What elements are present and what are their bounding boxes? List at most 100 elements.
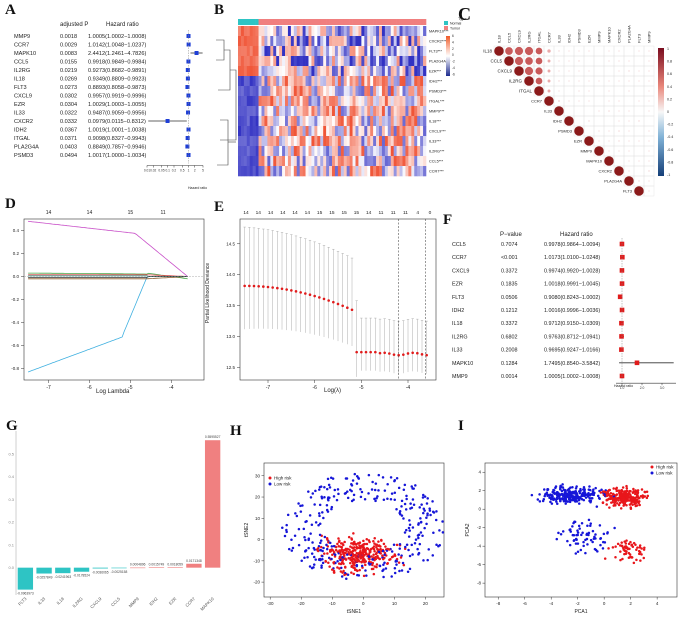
b-heatmap-cell — [370, 96, 374, 107]
b-heatmap-cell — [267, 46, 271, 57]
b-heatmap-cell — [381, 46, 386, 57]
b-heatmap-cell — [411, 166, 415, 177]
b-heatmap-cell — [396, 46, 400, 57]
h-point-low-risk — [386, 482, 389, 486]
b-heatmap-cell — [290, 156, 295, 167]
h-point-low-risk — [403, 483, 407, 487]
c-correlation-circle — [568, 70, 570, 72]
h-point-low-risk — [285, 523, 288, 527]
b-heatmap-cell — [311, 116, 315, 127]
b-heatmap-cell — [243, 146, 248, 157]
h-point-high-risk — [364, 563, 367, 567]
i-point-high-risk — [643, 490, 647, 494]
b-heatmap-cell — [370, 86, 374, 97]
h-point-high-risk — [358, 541, 362, 544]
h-point-high-risk — [361, 556, 365, 560]
b-heatmap-cell — [252, 36, 256, 47]
b-gene-label: ITGAL*** — [429, 100, 445, 104]
b-heatmap-cell — [323, 96, 327, 107]
b-heatmap-cell — [367, 166, 371, 177]
e-mean-point — [402, 353, 405, 356]
b-heatmap-cell — [373, 56, 377, 67]
h-point-low-risk — [331, 477, 335, 480]
g-category-label: CCR7 — [184, 596, 196, 608]
g-y-tick-label: 0.1 — [8, 542, 14, 547]
h-point-high-risk — [353, 540, 356, 544]
c-correlation-circle — [547, 69, 551, 73]
h-point-low-risk — [344, 491, 347, 495]
b-heatmap-cell — [381, 126, 386, 137]
b-heatmap-cell — [311, 26, 315, 37]
b-heatmap-cell — [246, 146, 251, 157]
b-heatmap-cell — [332, 46, 336, 57]
h-point-low-risk — [307, 490, 310, 493]
e-mean-point — [425, 353, 428, 357]
b-heatmap-cell — [273, 106, 277, 117]
b-heatmap-cell — [270, 86, 274, 97]
b-type-annotation-cell — [384, 19, 389, 25]
b-heatmap-cell — [305, 36, 309, 47]
b-heatmap-cell — [396, 116, 400, 127]
b-heatmap-cell — [240, 136, 245, 147]
b-type-annotation-cell — [273, 19, 277, 25]
h-point-low-risk — [335, 498, 339, 502]
i-point-high-risk — [617, 499, 620, 502]
b-heatmap-cell — [243, 116, 248, 127]
b-heatmap-cell — [276, 26, 280, 37]
b-heatmap-cell — [238, 46, 242, 57]
h-point-high-risk — [334, 548, 338, 552]
c-correlation-circle — [648, 110, 650, 112]
i-point-high-risk — [633, 496, 637, 500]
c-correlation-svg: IL18 CCL5 CXCL9 IL2RG ITGAL CCR7 IL33 IDH2 PSMD3… — [483, 25, 673, 197]
c-scale-tick: -0.2 — [667, 123, 673, 127]
b-heatmap-cell — [340, 36, 345, 47]
b-gene-label: CCL5*** — [429, 160, 444, 164]
i-point-high-risk — [638, 500, 641, 503]
b-heatmap-cell — [270, 146, 274, 157]
b-heatmap-cell — [390, 56, 394, 67]
i-point-low-risk — [564, 502, 567, 505]
d-y-tick-label: -0.8 — [11, 366, 19, 371]
h-point-low-risk — [309, 532, 312, 535]
f-hr-text: 0.9695(0.9247−1.0166) — [544, 348, 600, 354]
i-point-high-risk — [623, 549, 626, 552]
h-point-low-risk — [311, 492, 315, 495]
b-heatmap-cell — [238, 96, 242, 107]
i-point-high-risk — [631, 545, 635, 548]
e-mean-point — [374, 350, 377, 354]
e-mean-point — [266, 285, 270, 289]
g-bar — [130, 567, 146, 569]
b-heatmap-cell — [326, 116, 330, 127]
b-heatmap-cell — [249, 116, 253, 127]
b-heatmap-cell — [346, 136, 350, 147]
h-point-low-risk — [426, 512, 429, 515]
b-heatmap-cell — [238, 36, 242, 47]
h-point-low-risk — [431, 554, 435, 557]
b-heatmap-cell — [408, 86, 412, 97]
f-header-hr: Hazard ratio — [560, 232, 593, 238]
b-heatmap-cell — [423, 56, 427, 67]
h-point-low-risk — [312, 563, 316, 566]
b-heatmap-cell — [355, 156, 359, 167]
b-heatmap-cell — [287, 56, 292, 67]
b-heatmap-cell — [317, 116, 321, 127]
b-type-annotation-cell — [405, 19, 409, 25]
h-point-low-risk — [340, 575, 344, 578]
b-heatmap-cell — [258, 56, 262, 67]
b-heatmap-cell — [370, 106, 374, 117]
d-plot-frame — [23, 218, 205, 381]
i-legend-marker — [650, 471, 654, 475]
h-point-low-risk — [422, 507, 426, 510]
b-type-annotation-cell — [302, 19, 306, 25]
b-heatmap-cell — [355, 146, 359, 157]
h-point-high-risk — [324, 559, 327, 563]
i-x-tick-label: -4 — [549, 601, 553, 606]
h-y-tick-label: 30 — [255, 473, 261, 478]
b-type-annotation-cell — [290, 19, 295, 25]
b-heatmap-cell — [352, 116, 356, 127]
b-heatmap-cell — [314, 36, 318, 47]
b-heatmap-cell — [364, 76, 368, 87]
h-point-low-risk — [407, 548, 410, 552]
h-x-tick-label: 10 — [392, 601, 398, 606]
h-point-high-risk — [350, 542, 353, 545]
